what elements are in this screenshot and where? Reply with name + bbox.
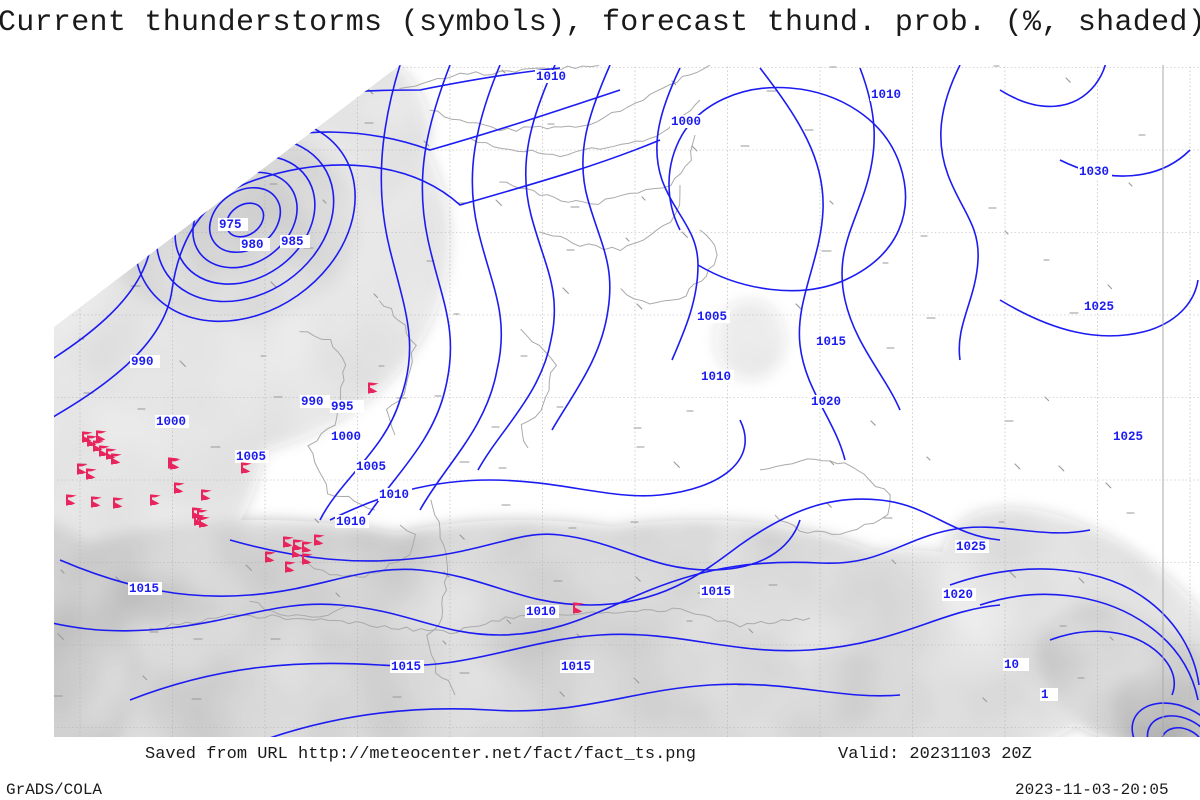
svg-text:1020: 1020 [811,395,841,409]
svg-text:1020: 1020 [943,588,973,602]
svg-text:1025: 1025 [1084,300,1114,314]
svg-text:1025: 1025 [1113,430,1143,444]
svg-text:1010: 1010 [379,488,409,502]
svg-text:1010: 1010 [536,70,566,84]
svg-text:1015: 1015 [701,585,731,599]
svg-text:1010: 1010 [336,515,366,529]
svg-text:1000: 1000 [156,415,186,429]
svg-text:1005: 1005 [236,450,266,464]
svg-text:10: 10 [1004,658,1019,672]
svg-text:1010: 1010 [526,605,556,619]
svg-text:990: 990 [131,355,154,369]
svg-text:1010: 1010 [871,88,901,102]
svg-text:995: 995 [331,400,354,414]
svg-text:1025: 1025 [956,540,986,554]
svg-text:1015: 1015 [391,660,421,674]
svg-text:1030: 1030 [1079,165,1109,179]
svg-text:1015: 1015 [561,660,591,674]
svg-text:985: 985 [281,235,304,249]
svg-text:1005: 1005 [697,310,727,324]
svg-text:980: 980 [241,238,264,252]
svg-text:1010: 1010 [701,370,731,384]
svg-text:975: 975 [219,218,242,232]
svg-text:1015: 1015 [129,582,159,596]
svg-text:1000: 1000 [331,430,361,444]
svg-text:1005: 1005 [356,460,386,474]
svg-text:990: 990 [301,395,324,409]
svg-text:1015: 1015 [816,335,846,349]
svg-text:1: 1 [1041,688,1049,702]
svg-text:1000: 1000 [671,115,701,129]
